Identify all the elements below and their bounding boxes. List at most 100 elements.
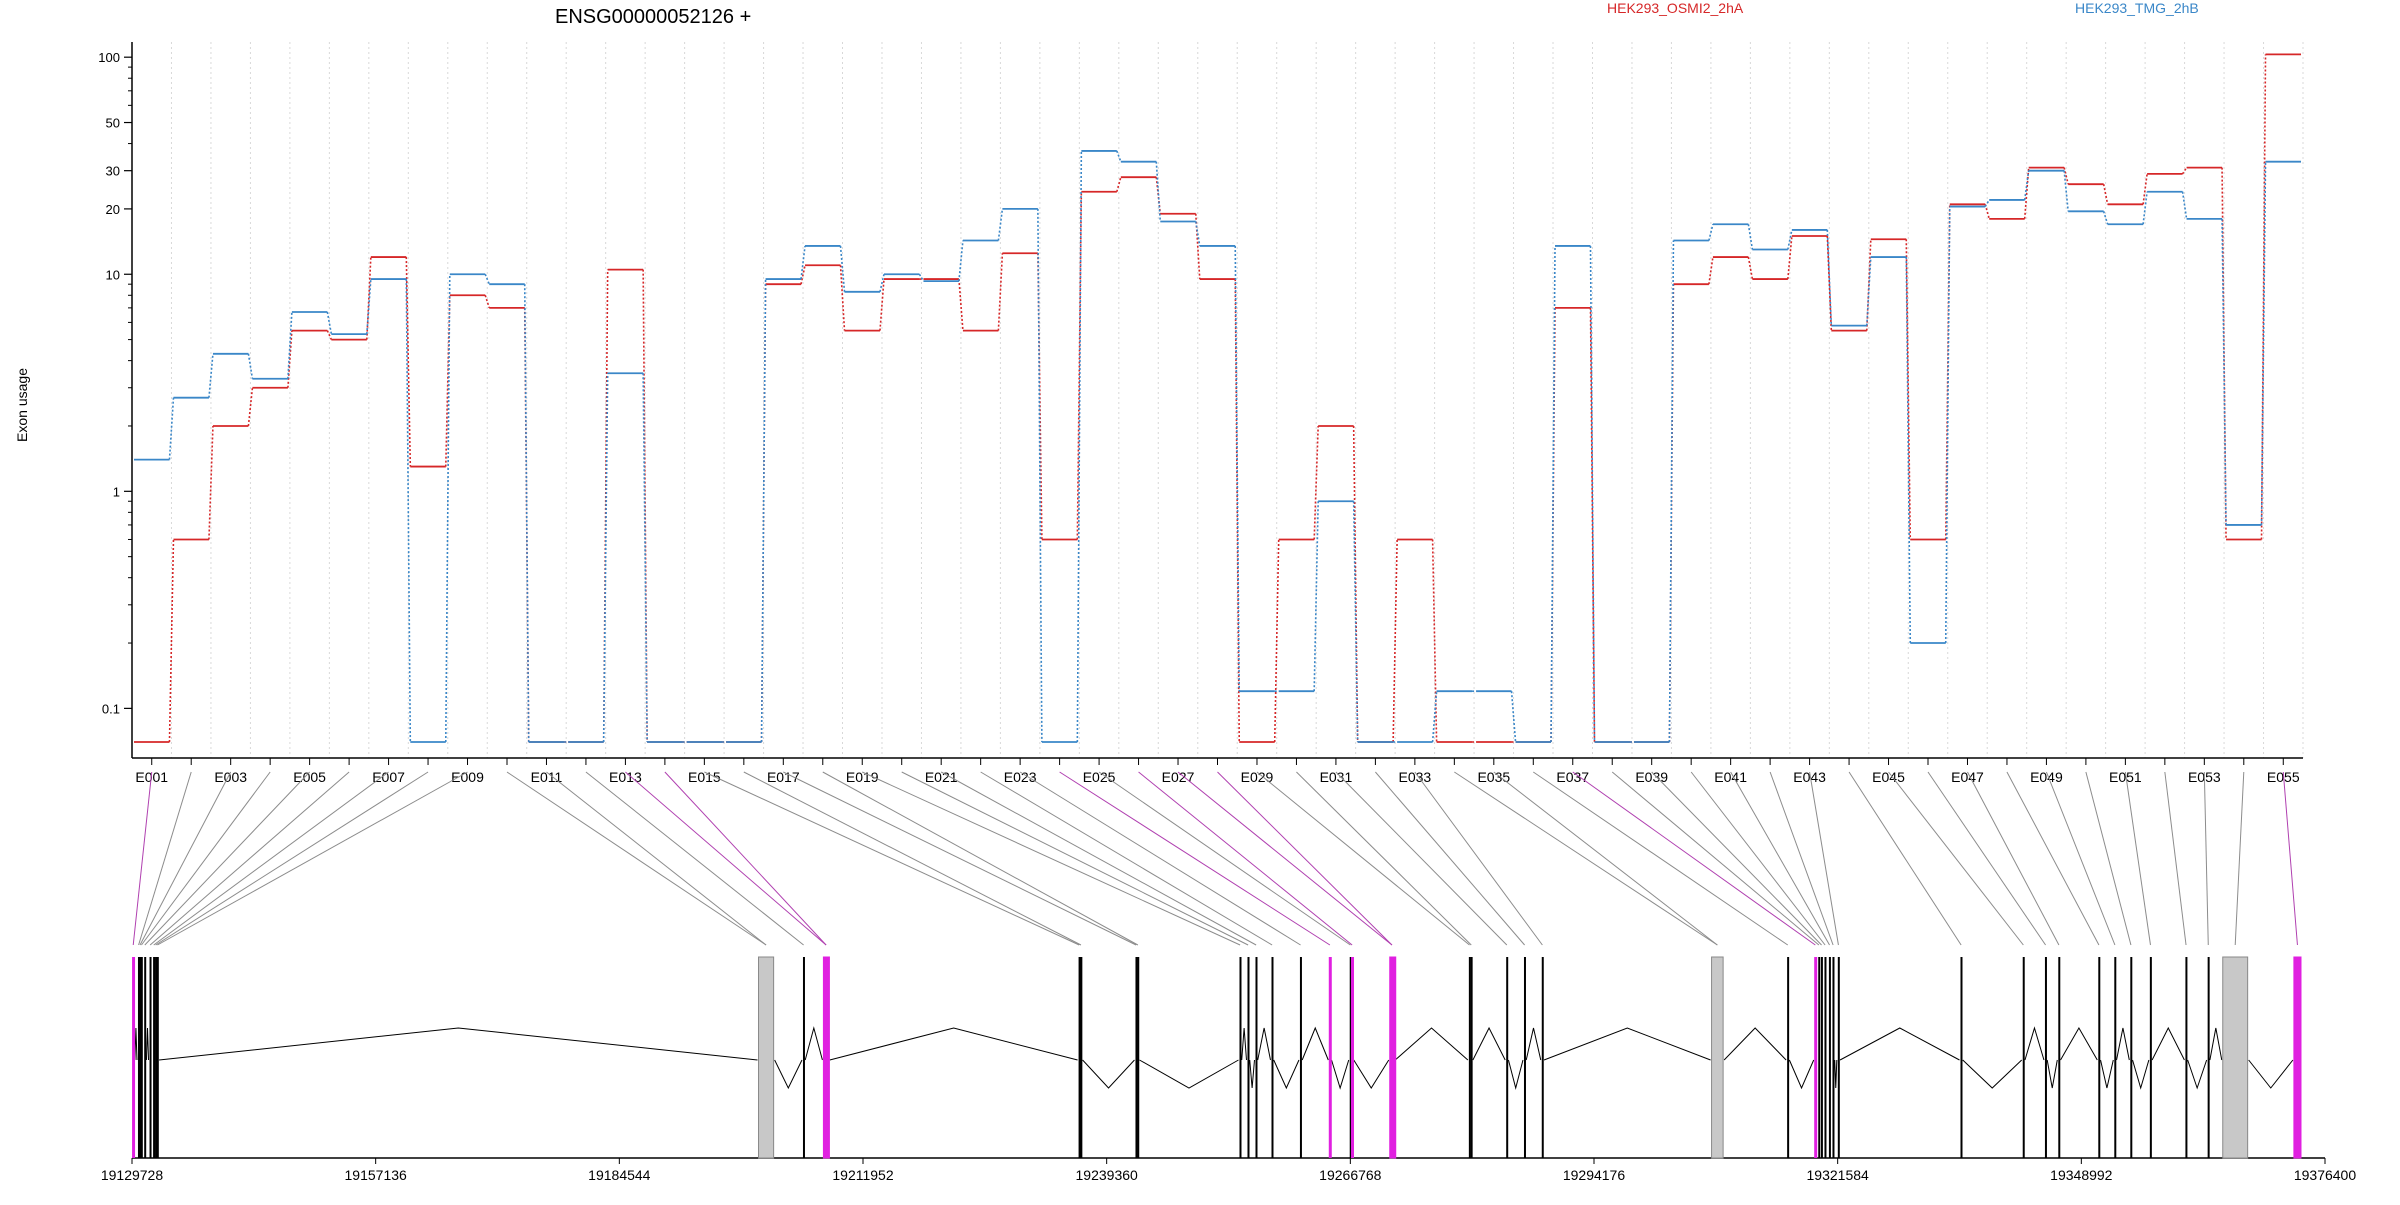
coord-tick-label: 19239360 bbox=[1076, 1167, 1139, 1183]
connector-E009 bbox=[157, 771, 468, 946]
exon-label: E007 bbox=[372, 769, 405, 785]
y-tick-label: 50 bbox=[106, 116, 120, 131]
series-step bbox=[1708, 224, 1714, 241]
series-step bbox=[2221, 218, 2227, 525]
series-step bbox=[1787, 235, 1793, 280]
coord-tick-label: 19376400 bbox=[2294, 1167, 2357, 1183]
connector-E053 bbox=[2203, 771, 2209, 946]
exon-label-layer: E001 E003 E005 E007 E009 E011 E013 E015 E017 E019… bbox=[135, 758, 2300, 785]
exon-label: E005 bbox=[293, 769, 326, 785]
connector-E030 bbox=[1296, 771, 1472, 946]
exon-label: E019 bbox=[846, 769, 879, 785]
intron bbox=[2132, 1059, 2150, 1090]
series-step bbox=[366, 279, 372, 335]
intron bbox=[2209, 1027, 2223, 1061]
coord-tick-label: 19294176 bbox=[1563, 1167, 1626, 1183]
connector-E041 bbox=[1730, 771, 1830, 946]
intron bbox=[2046, 1059, 2058, 1089]
coord-tick-label: 19129728 bbox=[101, 1167, 164, 1183]
connector-E036 bbox=[1533, 771, 1789, 946]
series-step bbox=[958, 240, 964, 282]
connector-E034 bbox=[1454, 771, 1718, 946]
connector-E040 bbox=[1690, 771, 1826, 946]
series-step bbox=[2063, 170, 2069, 212]
series-step bbox=[287, 330, 293, 388]
exon-label: E043 bbox=[1793, 769, 1826, 785]
exon-label: E013 bbox=[609, 769, 642, 785]
connector-E020 bbox=[901, 771, 1249, 946]
intron bbox=[1257, 1027, 1271, 1061]
exon-box-E034 bbox=[1711, 956, 1724, 1159]
exon-label: E003 bbox=[214, 769, 247, 785]
series-step bbox=[1747, 224, 1754, 250]
connector-E044 bbox=[1848, 771, 1962, 946]
intron bbox=[1839, 1027, 1960, 1061]
connector-E006 bbox=[149, 771, 350, 946]
y-tick-layer: 0.1 1 10 20 30 50 100 bbox=[98, 50, 132, 716]
connector-E046 bbox=[1927, 771, 2046, 946]
connector-E052 bbox=[2164, 771, 2187, 946]
series-step bbox=[523, 284, 530, 743]
series-step bbox=[997, 253, 1004, 331]
exon-label: E031 bbox=[1320, 769, 1353, 785]
legend-series-1: HEK293_OSMI2_2hA bbox=[1607, 0, 1744, 16]
series-step bbox=[1037, 208, 1043, 743]
exon-label: E041 bbox=[1714, 769, 1747, 785]
connector-E029 bbox=[1256, 771, 1470, 946]
intron bbox=[1249, 1059, 1255, 1089]
connector-E023 bbox=[1019, 771, 1301, 946]
series-step bbox=[1787, 229, 1793, 250]
series-step bbox=[1866, 257, 1872, 326]
series-step bbox=[1550, 245, 1556, 743]
connector-E018 bbox=[822, 771, 1139, 946]
intron bbox=[1394, 1027, 1469, 1061]
series-step bbox=[760, 279, 767, 743]
connector-E007 bbox=[153, 771, 389, 946]
intron bbox=[1241, 1027, 1247, 1061]
series-step bbox=[642, 373, 648, 743]
intron bbox=[2187, 1059, 2208, 1090]
connector-E022 bbox=[980, 771, 1273, 946]
connector-E013 bbox=[625, 771, 827, 946]
chart-title: ENSG00000052126 + bbox=[555, 6, 751, 28]
intron bbox=[804, 1026, 823, 1061]
exon-label: E001 bbox=[135, 769, 168, 785]
series-step bbox=[2142, 191, 2148, 225]
exon-label: E017 bbox=[767, 769, 800, 785]
intron bbox=[2116, 1027, 2130, 1061]
series-step bbox=[1510, 691, 1517, 743]
series-step bbox=[1431, 539, 1438, 743]
intron bbox=[1507, 1059, 1524, 1090]
series-step bbox=[2260, 161, 2267, 525]
intron bbox=[2151, 1026, 2185, 1061]
connector-E055 bbox=[2282, 771, 2298, 946]
exon-label: E037 bbox=[1556, 769, 1589, 785]
connector-E038 bbox=[1611, 771, 1820, 946]
series-step bbox=[2260, 54, 2267, 540]
series-step bbox=[879, 279, 885, 331]
intron bbox=[1301, 1026, 1329, 1061]
exon-box-E055 bbox=[2293, 956, 2302, 1159]
intron bbox=[2024, 1026, 2045, 1061]
series-step bbox=[168, 539, 175, 743]
connector-E011 bbox=[546, 771, 767, 946]
connector-E017 bbox=[783, 771, 1137, 946]
series-step bbox=[1589, 245, 1596, 743]
coordinate-tick-layer: 19129728 19157136 19184544 19211952 19239360… bbox=[101, 1158, 2357, 1183]
exon-label: E009 bbox=[451, 769, 484, 785]
series-step bbox=[997, 208, 1004, 241]
series-step bbox=[2023, 170, 2030, 201]
connector-E008 bbox=[155, 771, 429, 946]
connector-E051 bbox=[2124, 771, 2151, 946]
connector-E024 bbox=[1059, 771, 1331, 946]
connector-E032 bbox=[1375, 771, 1525, 946]
connector-layer bbox=[132, 771, 2298, 946]
intron bbox=[1273, 1059, 1300, 1090]
connector-E019 bbox=[862, 771, 1241, 946]
series-step bbox=[2142, 173, 2148, 205]
series-step bbox=[1352, 501, 1359, 743]
exon-label: E027 bbox=[1162, 769, 1195, 785]
intron bbox=[1353, 1059, 1390, 1089]
series-step bbox=[1944, 206, 1951, 644]
